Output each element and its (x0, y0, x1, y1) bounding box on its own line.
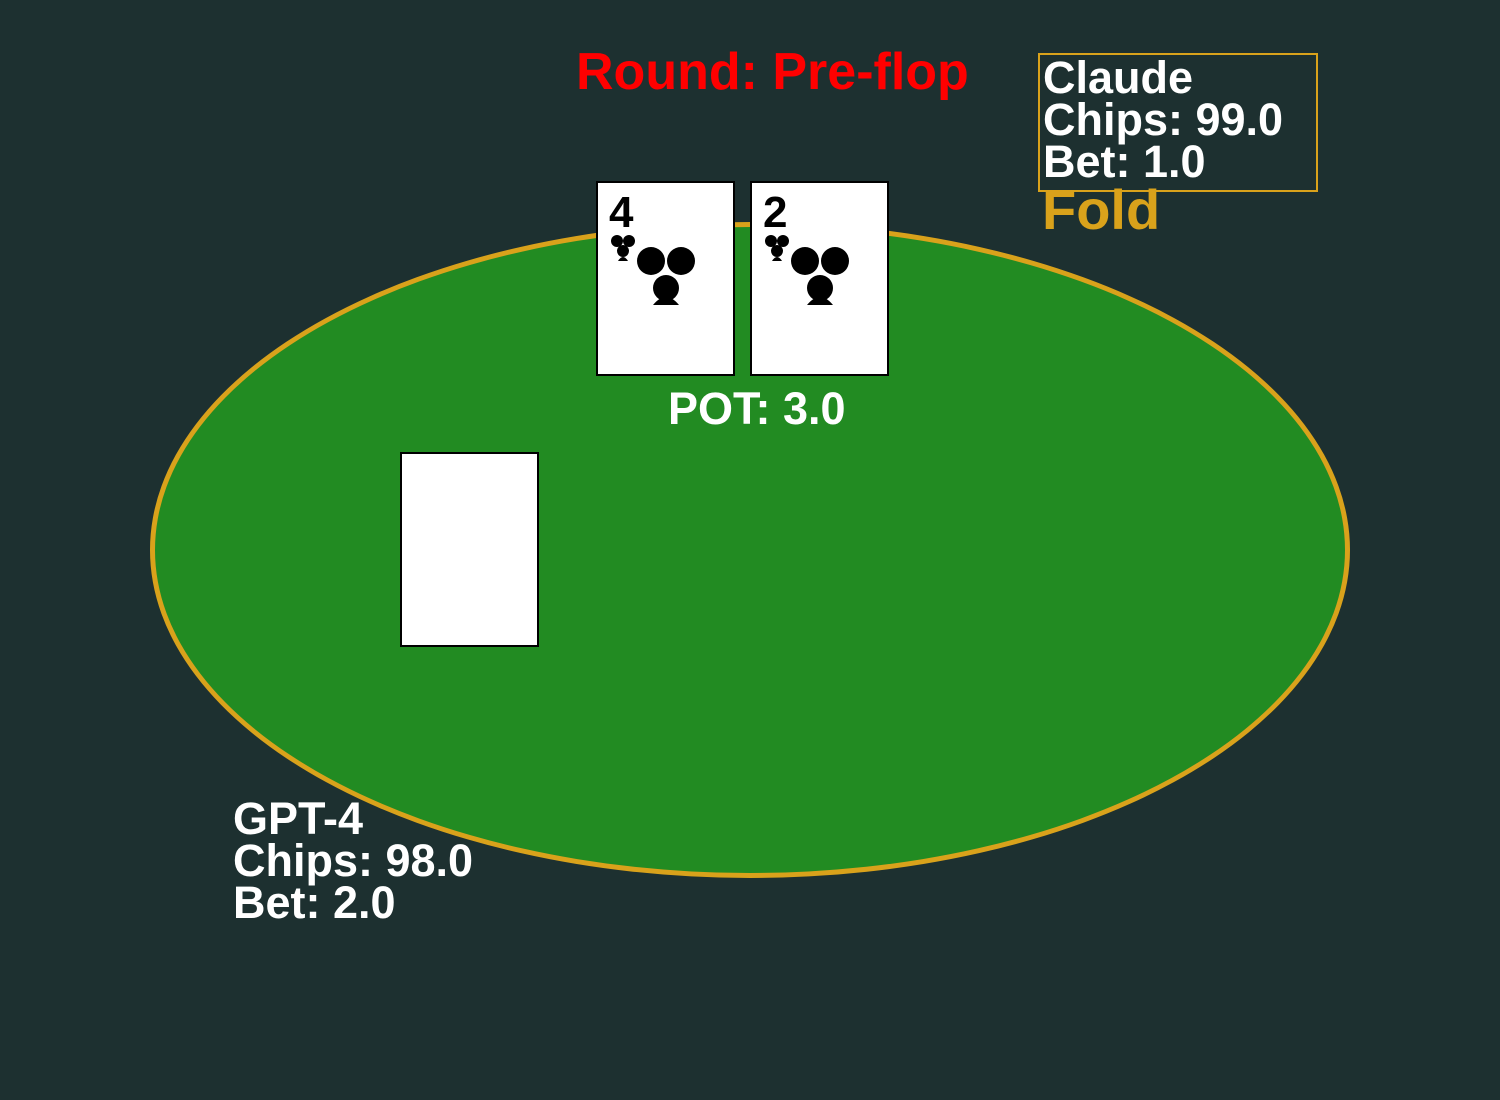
player-bet: Bet: 1.0 (1043, 136, 1206, 187)
card-rank: 2 (763, 188, 788, 237)
card-rank: 4 (609, 188, 634, 237)
player-info-claude: Claude Chips: 99.0 Bet: 1.0 (1043, 52, 1284, 187)
clubs-icon (791, 247, 849, 305)
round-label: Round: Pre-flop (576, 43, 969, 101)
clubs-icon (611, 235, 635, 261)
pot-label: POT: 3.0 (668, 383, 846, 434)
clubs-icon (637, 247, 695, 305)
player-info-gpt4: GPT-4 Chips: 98.0 Bet: 2.0 (233, 793, 474, 928)
player-bet: Bet: 2.0 (233, 877, 396, 928)
clubs-icon (765, 235, 789, 261)
player-name: Claude (1043, 52, 1194, 103)
active-player-highlight-box (1038, 53, 1318, 192)
player-name: GPT-4 (233, 793, 364, 844)
player-chips: Chips: 99.0 (1043, 94, 1284, 145)
face-down-card (400, 452, 539, 647)
player-chips: Chips: 98.0 (233, 835, 474, 886)
playing-card: 4 (596, 181, 735, 376)
player-action-label: Fold (1042, 178, 1161, 241)
playing-card: 2 (750, 181, 889, 376)
